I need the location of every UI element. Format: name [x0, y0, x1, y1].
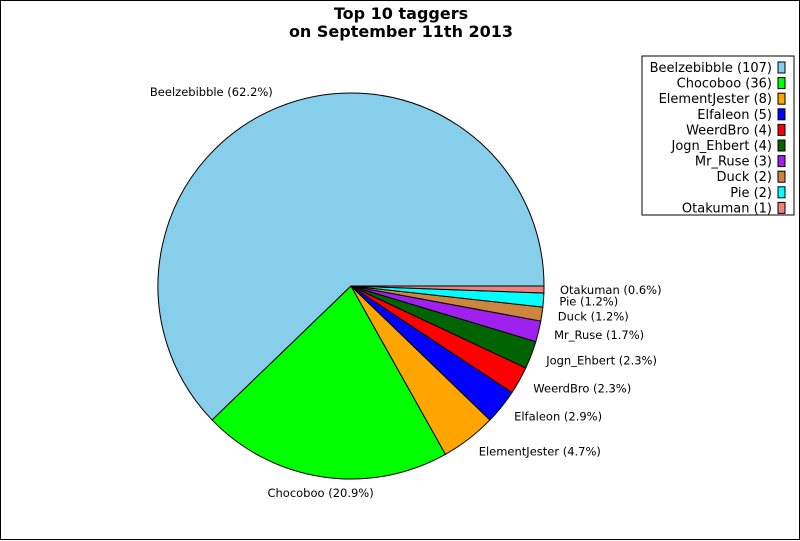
legend-label-elfaleon: Elfaleon (5) — [697, 108, 772, 123]
legend: Beelzebibble (107)Chocoboo (36)ElementJe… — [641, 55, 795, 216]
legend-label-chocoboo: Chocoboo (36) — [677, 77, 772, 92]
chart-title-line-2: on September 11th 2013 — [289, 22, 513, 41]
legend-label-weerdbro: WeerdBro (4) — [686, 123, 772, 138]
slice-label-pie: Pie (1.2%) — [559, 294, 618, 308]
legend-label-mr-ruse: Mr_Ruse (3) — [695, 155, 772, 170]
pie-slice-chocoboo — [211, 285, 447, 480]
legend-label-jogn-ehbert: Jogn_Ehbert (4) — [671, 139, 772, 154]
slice-label-chocoboo: Chocoboo (20.9%) — [267, 486, 373, 500]
pie-slice-beelzebibble — [157, 92, 545, 421]
legend-swatch-pie — [777, 186, 786, 199]
chart-title-line-1: Top 10 taggers — [334, 4, 468, 23]
legend-swatch-chocoboo — [777, 77, 786, 90]
legend-label-otakuman: Otakuman (1) — [682, 201, 772, 216]
legend-swatch-duck — [777, 170, 786, 183]
legend-label-duck: Duck (2) — [717, 170, 772, 185]
pie-slice-otakuman — [350, 285, 545, 294]
legend-swatch-jogn-ehbert — [777, 139, 786, 152]
slice-label-otakuman: Otakuman (0.6%) — [560, 283, 662, 297]
legend-swatch-elementjester — [777, 92, 786, 105]
legend-swatch-weerdbro — [777, 123, 786, 136]
pie-slice-labels: Beelzebibble (62.2%) Chocoboo (20.9%) Elem… — [150, 85, 662, 500]
slice-label-jogn-ehbert: Jogn_Ehbert (2.3%) — [545, 354, 657, 368]
legend-swatch-mr-ruse — [777, 155, 786, 168]
slice-label-mr-ruse: Mr_Ruse (1.7%) — [554, 328, 644, 342]
slice-label-elfaleon: Elfaleon (2.9%) — [514, 410, 602, 424]
legend-label-beelzebibble: Beelzebibble (107) — [650, 61, 772, 76]
legend-label-elementjester: ElementJester (8) — [659, 92, 772, 107]
slice-label-weerdbro: WeerdBro (2.3%) — [533, 381, 631, 395]
legend-label-pie: Pie (2) — [730, 186, 772, 201]
slice-label-duck: Duck (1.2%) — [558, 309, 629, 323]
pie-slices — [157, 92, 545, 480]
legend-box — [641, 55, 795, 216]
legend-swatch-elfaleon — [777, 108, 786, 121]
slice-label-elementjester: ElementJester (4.7%) — [479, 444, 601, 458]
legend-swatch-beelzebibble — [777, 61, 786, 74]
slice-label-beelzebibble: Beelzebibble (62.2%) — [150, 85, 273, 99]
legend-swatch-otakuman — [777, 201, 786, 214]
